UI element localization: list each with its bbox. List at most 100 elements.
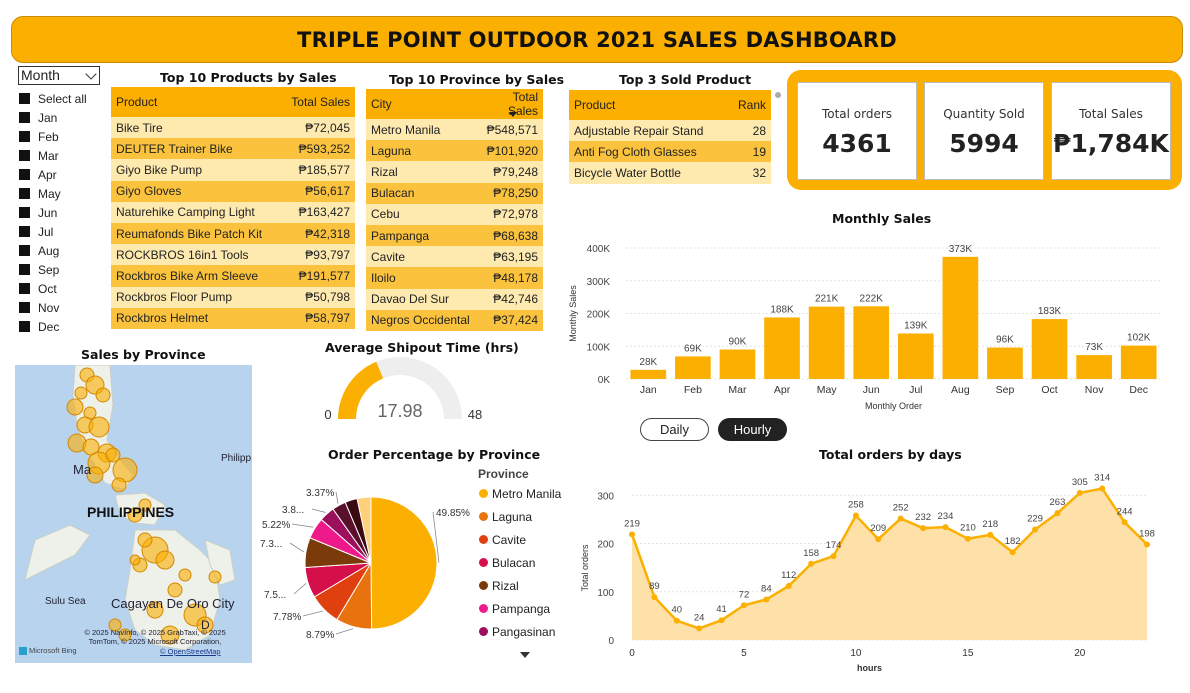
data-point[interactable] [1032, 526, 1039, 533]
data-point[interactable] [740, 602, 747, 609]
data-point[interactable] [1144, 541, 1150, 548]
data-point[interactable] [785, 582, 792, 589]
table-row[interactable]: Rockbros Helmet ₱58,797 [111, 307, 355, 329]
table-row[interactable]: Giyo Gloves ₱56,617 [111, 180, 355, 202]
bar[interactable] [808, 306, 845, 379]
table-row[interactable]: Reumafonds Bike Patch Kit ₱42,318 [111, 222, 355, 245]
bar[interactable] [987, 347, 1023, 379]
slicer-item-jul[interactable]: Jul [19, 222, 114, 241]
slicer-item-sep[interactable]: Sep [19, 260, 114, 279]
map-bubble[interactable] [88, 416, 110, 438]
table-row[interactable]: Bicycle Water Bottle 32 [569, 162, 771, 184]
table-row[interactable]: Negros Occidental ₱37,424 [366, 309, 543, 331]
map-bubble[interactable] [118, 628, 132, 642]
slicer-item-aug[interactable]: Aug [19, 241, 114, 260]
data-point[interactable] [920, 525, 927, 532]
slicer-item-apr[interactable]: Apr [19, 165, 114, 184]
map-bubble[interactable] [137, 532, 153, 548]
map-bubble[interactable] [111, 477, 127, 493]
table-row[interactable]: Bulacan ₱78,250 [366, 182, 543, 204]
map-bubble[interactable] [167, 582, 183, 598]
table-row[interactable]: ROCKBROS 16in1 Tools ₱93,797 [111, 244, 355, 266]
bar[interactable] [764, 317, 800, 379]
data-point[interactable] [1099, 485, 1106, 492]
data-point[interactable] [1121, 519, 1128, 526]
legend-item[interactable]: Pampanga [479, 597, 574, 620]
bar[interactable] [1031, 319, 1068, 379]
table-row[interactable]: Giyo Bike Pump ₱185,577 [111, 159, 355, 181]
checkbox-icon[interactable] [19, 131, 30, 142]
checkbox-icon[interactable] [19, 264, 30, 275]
data-point[interactable] [718, 617, 725, 624]
table-row[interactable]: Davao Del Sur ₱42,746 [366, 288, 543, 310]
toggle-daily-button[interactable]: Daily [640, 418, 709, 441]
map-bubble[interactable] [66, 398, 84, 416]
data-point[interactable] [830, 553, 837, 560]
slicer-item-may[interactable]: May [19, 184, 114, 203]
checkbox-icon[interactable] [19, 188, 30, 199]
pie-slice[interactable] [370, 496, 438, 630]
col-header-product[interactable]: Product [111, 87, 281, 117]
bar[interactable] [719, 349, 756, 379]
map-bubble[interactable] [196, 616, 214, 634]
data-point[interactable] [1054, 510, 1061, 517]
legend-item[interactable]: Laguna [479, 505, 574, 528]
map-bubble[interactable] [127, 507, 143, 523]
legend-item[interactable]: Rizal [479, 574, 574, 597]
bar[interactable] [1076, 355, 1112, 379]
table-row[interactable]: Rizal ₱79,248 [366, 161, 543, 183]
map-bubble[interactable] [178, 568, 192, 582]
checkbox-icon[interactable] [19, 150, 30, 161]
checkbox-icon[interactable] [19, 169, 30, 180]
slicer-item-mar[interactable]: Mar [19, 146, 114, 165]
data-point[interactable] [696, 625, 703, 632]
data-point[interactable] [763, 596, 770, 603]
col-header-rank[interactable]: Rank [727, 90, 771, 120]
map-bubble[interactable] [146, 601, 164, 619]
pie-slice[interactable] [356, 496, 372, 564]
table-row[interactable]: Bike Tire ₱72,045 [111, 117, 355, 139]
map-bubble[interactable] [138, 498, 152, 512]
legend-item[interactable]: Pangasinan [479, 620, 574, 643]
map-terms-link[interactable]: © OpenStreetMap [160, 647, 221, 656]
toggle-hourly-button[interactable]: Hourly [718, 418, 787, 441]
data-point[interactable] [964, 535, 971, 542]
data-point[interactable] [897, 515, 904, 522]
legend-scroll-down-icon[interactable] [520, 652, 530, 658]
map-bubble[interactable] [155, 550, 175, 570]
checkbox-icon[interactable] [19, 207, 30, 218]
scroll-dot[interactable] [775, 92, 781, 98]
checkbox-icon[interactable] [19, 321, 30, 332]
slicer-item-select-all[interactable]: Select all [19, 89, 114, 108]
data-point[interactable] [852, 512, 859, 519]
data-point[interactable] [1009, 549, 1016, 556]
slicer-item-nov[interactable]: Nov [19, 298, 114, 317]
col-header-city[interactable]: City [366, 89, 475, 119]
col-header-top3-product[interactable]: Product [569, 90, 728, 120]
table-row[interactable]: Pampanga ₱68,638 [366, 224, 543, 247]
table-row[interactable]: Naturehike Camping Light ₱163,427 [111, 201, 355, 223]
bar[interactable] [630, 369, 667, 379]
table-row[interactable]: DEUTER Trainer Bike ₱593,252 [111, 138, 355, 160]
legend-item[interactable]: Bulacan [479, 551, 574, 574]
table-row[interactable]: Cebu ₱72,978 [366, 203, 543, 225]
table-row[interactable]: Adjustable Repair Stand 28 [569, 120, 771, 142]
map-bubble[interactable] [160, 625, 180, 645]
table-row[interactable]: Metro Manila ₱548,571 [366, 119, 543, 141]
checkbox-icon[interactable] [19, 283, 30, 294]
sales-map[interactable]: Ma Philipp PHILIPPINES Sulu Sea Cagayan … [15, 365, 252, 663]
map-bubble[interactable] [105, 447, 121, 463]
series-line[interactable] [630, 487, 1148, 630]
col-header-province-sales[interactable]: Total Sales [474, 89, 543, 119]
bar[interactable] [675, 356, 711, 379]
map-bubble[interactable] [95, 387, 111, 403]
bar[interactable] [853, 306, 890, 379]
map-bubble[interactable] [108, 618, 122, 632]
slicer-item-jan[interactable]: Jan [19, 108, 114, 127]
map-bubble[interactable] [129, 554, 141, 566]
data-point[interactable] [629, 531, 635, 538]
table-row[interactable]: Laguna ₱101,920 [366, 140, 543, 162]
data-point[interactable] [673, 617, 680, 624]
slicer-item-jun[interactable]: Jun [19, 203, 114, 222]
slicer-item-oct[interactable]: Oct [19, 279, 114, 298]
